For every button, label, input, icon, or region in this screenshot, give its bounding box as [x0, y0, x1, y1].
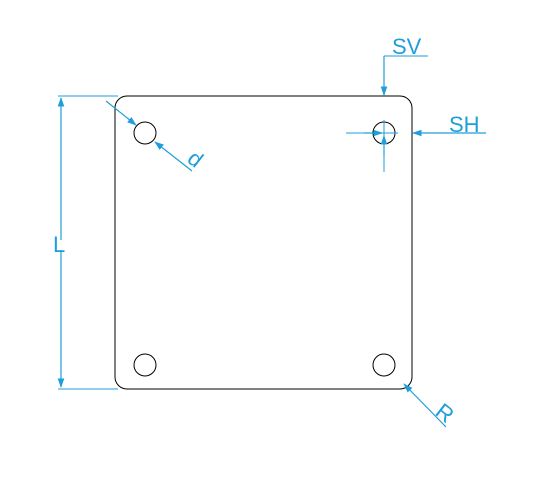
r-leader: [403, 383, 447, 428]
sh-label: SH: [449, 112, 480, 137]
hole-top-left: [133, 121, 157, 145]
hole-bottom-left: [133, 353, 157, 377]
l-label: L: [53, 232, 65, 257]
hole-bottom-right: [372, 353, 396, 377]
plate-outline: [114, 95, 413, 390]
d-leader-inner: [154, 141, 193, 172]
d-leader-outer: [105, 100, 137, 126]
d-label: d: [183, 145, 208, 172]
r-label: R: [431, 398, 459, 427]
sv-label: SV: [392, 34, 422, 59]
